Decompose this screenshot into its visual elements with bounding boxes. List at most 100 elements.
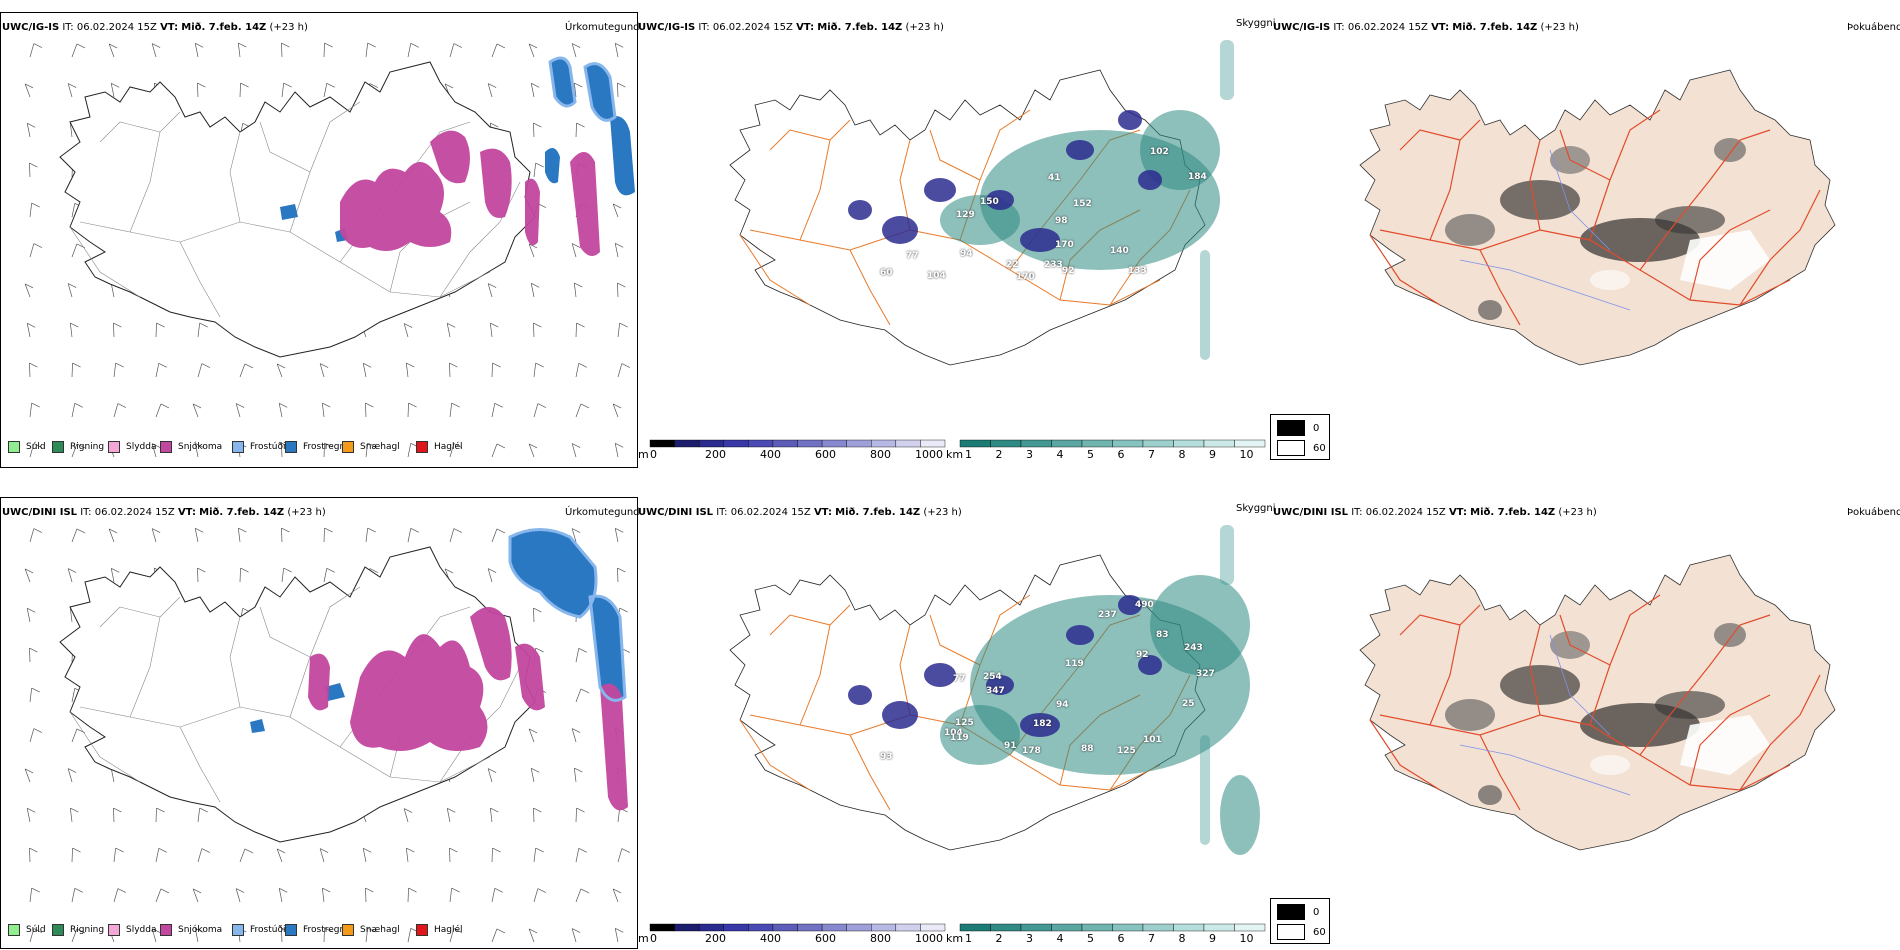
visibility-type-label-top: Skyggni [1236,18,1276,29]
precip-legend-label: Frostúði [250,925,286,935]
cloud-base-value: 94 [1056,700,1069,710]
fog-map-top [1359,69,1836,366]
precip-map-top [24,42,635,458]
visibility-tick: 1 [965,448,972,461]
cloud-base-value: 184 [1188,172,1207,182]
fog-legend-top: 0 60 [1270,414,1330,460]
visibility-tick: 10 [1239,448,1254,461]
cloud-base-value: 92 [1062,266,1075,276]
cloud-base-value: 347 [986,686,1005,696]
cloud-base-value: 41 [1048,173,1061,183]
precip-legend-swatch [8,924,20,936]
precip-legend-item: Snjókoma [160,924,222,936]
cloud-base-value: 92 [1136,650,1149,660]
precip-legend-swatch [416,441,428,453]
precip-legend-item: Frostregn [285,441,345,453]
cloud-base-colorbar-bottom [649,923,946,932]
visibility-tick: 8 [1178,448,1186,461]
visibility-tick: 9 [1209,932,1216,945]
visibility-tick: 4 [1056,448,1064,461]
precip-legend-label: Snjókoma [178,442,223,452]
cloud-base-tick: 600 [815,448,836,461]
cloud-base-value: 119 [1065,659,1084,669]
precip-legend-swatch [416,924,428,936]
cloud-base-tick: 1000 [915,448,943,461]
precip-legend-swatch [232,924,244,936]
cloud-base-value: 60 [880,268,893,278]
fog-title-top: UWC/IG-IS IT: 06.02.2024 15Z VT: Mið. 7.… [1273,22,1579,33]
cloud-base-tick: 600 [815,932,836,945]
cloud-base-tick: 800 [870,932,891,945]
visibility-tick: 7 [1148,448,1155,461]
cloud-base-value: 125 [1117,746,1136,756]
precip-legend-item: Haglél [416,924,463,936]
precip-legend-item: Haglél [416,441,463,453]
precip-legend-item: Frostúði [232,441,285,453]
cloud-base-value: 133 [1128,266,1147,276]
precip-panel-top [0,12,638,468]
fog-type-label-bottom: Þokuábendi [1847,507,1900,518]
visibility-unit-bottom: km [946,932,964,945]
fog-legend-row: 60 [1277,440,1326,456]
fog-map-bottom [1359,554,1836,851]
fog-swatch-0 [1277,420,1305,436]
precip-legend-label: Slydda [126,442,157,452]
precip-legend-label: Haglél [434,925,463,935]
fog-legend-row: 0 [1277,904,1319,920]
visibility-tick: 3 [1026,932,1033,945]
cloud-base-tick: 400 [760,448,781,461]
cloud-base-value: 98 [1055,216,1068,226]
cloud-base-tick: 800 [870,448,891,461]
cloud-base-tick: 1000 [915,932,943,945]
precip-legend-label: Frostúði [250,442,286,452]
visibility-tick: 8 [1178,932,1186,945]
cloud-base-value: 77 [906,251,919,261]
cloud-base-value: 129 [956,210,975,220]
precip-legend-swatch [108,441,120,453]
visibility-type-label-bottom: Skyggni [1236,503,1276,514]
precip-legend-label: Snæhagl [360,442,400,452]
precip-legend-label: Rigning [70,925,105,935]
cloud-base-value: 243 [1184,643,1203,653]
precip-legend-label: Snæhagl [360,925,400,935]
cloud-base-tick: 400 [760,932,781,945]
precip-legend-swatch [52,924,64,936]
visibility-map-top [729,40,1234,366]
precip-legend-label: Súld [26,442,46,452]
cloud-base-value: 125 [955,718,974,728]
fog-legend-bottom: 0 60 [1270,898,1330,944]
precip-legend-label: Súld [26,925,46,935]
cloud-base-value: 93 [880,752,893,762]
cloud-base-unit-top: m [638,448,649,461]
visibility-tick: 6 [1117,448,1125,461]
visibility-tick: 6 [1117,932,1125,945]
cloud-base-value: 119 [950,733,969,743]
precip-panel-bottom [0,497,638,949]
visibility-colorbar-top [959,439,1266,448]
precip-legend-swatch [285,441,297,453]
precip-legend-label: Frostregn [303,442,346,452]
precip-legend-swatch [285,924,297,936]
fog-swatch-0 [1277,904,1305,920]
precip-legend-item: Súld [8,441,46,453]
visibility-map-bottom [729,525,1260,855]
cloud-base-value: 101 [1143,735,1162,745]
fog-legend-row: 0 [1277,420,1319,436]
cloud-base-value: 150 [980,197,999,207]
cloud-base-value: 170 [1016,272,1035,282]
precip-legend-item: Frostregn [285,924,345,936]
cloud-base-value: 83 [1156,630,1169,640]
fog-title-bottom: UWC/DINI ISL IT: 06.02.2024 15Z VT: Mið.… [1273,507,1597,518]
cloud-base-value: 178 [1022,746,1041,756]
precip-type-label-top: Úrkomutegund [565,22,640,33]
cloud-base-value: 327 [1196,669,1215,679]
fog-swatch-60 [1277,440,1305,456]
cloud-base-value: 152 [1073,199,1092,209]
visibility-tick: 3 [1026,448,1033,461]
precip-legend-item: Rigning [52,924,104,936]
precip-legend-label: Snjókoma [178,925,223,935]
precip-legend-swatch [52,441,64,453]
precip-legend-item: Frostúði [232,924,285,936]
visibility-tick: 10 [1239,932,1254,945]
